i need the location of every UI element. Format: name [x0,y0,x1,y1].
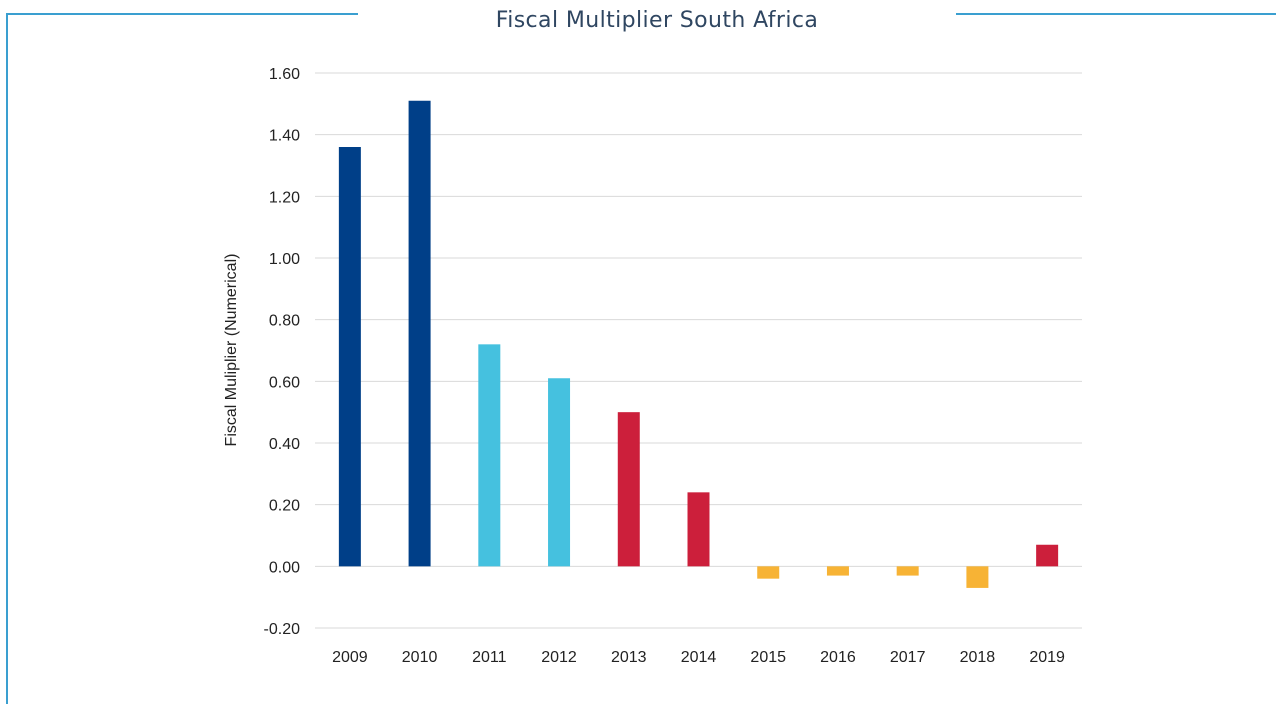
y-axis-label: Fiscal Muliplier (Numerical) [223,254,240,447]
y-tick-label: 1.40 [269,128,300,145]
bars [338,100,1059,588]
x-tick-label: 2010 [402,649,438,666]
bar-2009 [338,147,361,567]
y-tick-label: 0.40 [269,436,300,453]
bar-2013 [617,412,640,567]
y-tick-label: -0.20 [264,621,301,638]
y-tick-label: 0.00 [269,559,300,576]
y-tick-label: 1.00 [269,251,300,268]
bar-2017 [896,566,919,576]
y-tick-label: 0.60 [269,374,300,391]
bar-2011 [478,344,501,567]
x-tick-label: 2019 [1029,649,1065,666]
x-tick-label: 2017 [890,649,926,666]
y-tick-label: 0.80 [269,313,300,330]
x-tick-labels: 2009 2010 2011 2012 2013 2014 2015 2016 2017 2018… [332,649,1065,666]
x-tick-label: 2016 [820,649,856,666]
bar-2018 [966,566,989,588]
bar-2014 [687,492,710,567]
bar-2012 [548,378,571,567]
x-tick-label: 2014 [681,649,717,666]
y-tick-labels: -0.20 0.00 0.20 0.40 0.60 0.80 1.00 1.20 1.40 1.6… [264,66,301,638]
frame-border-left [6,13,8,704]
bar-2019 [1036,544,1059,567]
x-tick-label: 2013 [611,649,647,666]
bar-2015 [757,566,780,579]
bar-2016 [826,566,849,576]
y-tick-label: 1.60 [269,66,300,83]
frame-border-top-right [956,13,1276,15]
frame-border-top-left [6,13,358,15]
y-tick-label: 0.20 [269,498,300,515]
x-tick-label: 2009 [332,649,368,666]
y-tick-label: 1.20 [269,189,300,206]
x-tick-label: 2012 [541,649,577,666]
bar-2010 [408,100,431,567]
chart-title: Fiscal Multiplier South Africa [495,8,819,33]
x-tick-label: 2015 [750,649,786,666]
x-tick-label: 2011 [472,649,507,666]
x-tick-label: 2018 [960,649,996,666]
